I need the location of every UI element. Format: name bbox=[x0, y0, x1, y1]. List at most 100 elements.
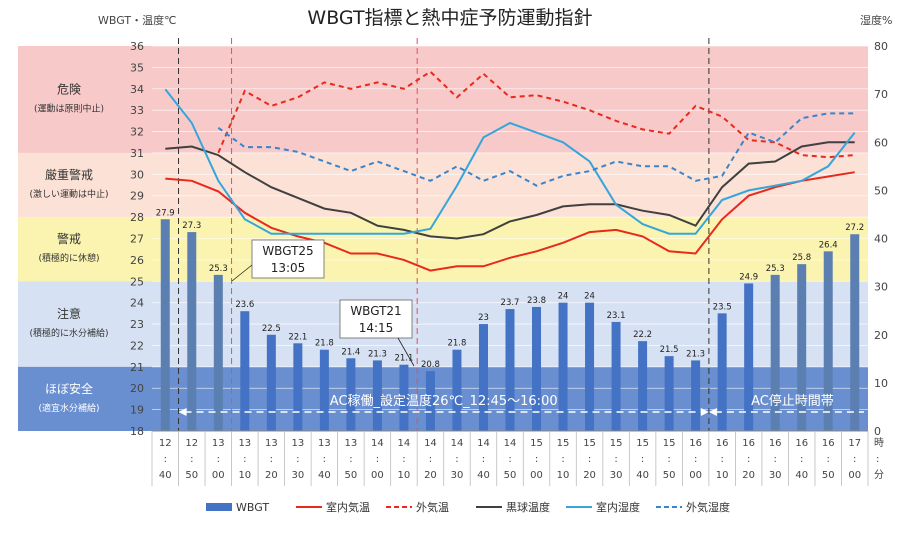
ac-on-label: AC稼働_設定温度26℃_12:45～16:00 bbox=[330, 393, 558, 409]
annotation-text: 13:05 bbox=[271, 261, 306, 275]
annotation-text: WBGT25 bbox=[262, 244, 313, 258]
wbgt-bars bbox=[160, 219, 860, 431]
x-tick-hour: 15 bbox=[530, 438, 543, 449]
axes: 18 19 20 21 22 23 24 25 26 27 28 29 30 31 32 33 34 35 36 0 1… bbox=[130, 40, 888, 486]
y-right-tick-label: 40 bbox=[874, 233, 888, 246]
x-tick-hour: 14 bbox=[504, 438, 517, 449]
x-tick-colon: : bbox=[296, 454, 299, 465]
legend-swatch bbox=[206, 503, 232, 511]
zone-label: ほぼ安全 bbox=[45, 381, 93, 396]
x-tick-hour: 13 bbox=[291, 438, 304, 449]
y-right-tick-label: 20 bbox=[874, 329, 888, 342]
x-tick-colon: : bbox=[853, 454, 856, 465]
wbgt-bar bbox=[240, 311, 250, 431]
y-right-tick-label: 60 bbox=[874, 136, 888, 149]
x-tick-minute: 50 bbox=[185, 470, 198, 481]
zone-label: 警戒 bbox=[57, 231, 81, 246]
wbgt-bar bbox=[558, 302, 568, 431]
bar-value-label: 21.8 bbox=[447, 339, 466, 349]
x-tick-hour: 12 bbox=[159, 438, 172, 449]
x-tick-hour: 15 bbox=[663, 438, 676, 449]
x-tick-minute: 30 bbox=[291, 470, 304, 481]
x-tick-minute: 30 bbox=[451, 470, 464, 481]
x-tick-colon: : bbox=[429, 454, 432, 465]
annotation-text: 14:15 bbox=[359, 321, 394, 335]
zone-labels: 危険 (運動は原則中止) 厳重警戒 (激しい運動は中止) 警戒 (積極的に休憩) 注意 (積極… bbox=[29, 82, 108, 413]
x-tick-minute: 50 bbox=[663, 470, 676, 481]
bar-value-label: 27.2 bbox=[845, 223, 864, 233]
y-right-tick-label: 30 bbox=[874, 281, 888, 294]
x-tick-minute: 40 bbox=[636, 470, 649, 481]
wbgt-bar bbox=[611, 321, 621, 431]
x-tick-colon: : bbox=[747, 454, 750, 465]
y-left-tick-label: 26 bbox=[130, 254, 144, 267]
x-tick-hour: 16 bbox=[822, 438, 835, 449]
ac-off-label: AC停止時間帯 bbox=[751, 393, 834, 409]
y-left-tick-label: 31 bbox=[130, 147, 144, 160]
y-left-tick-label: 24 bbox=[130, 297, 144, 310]
x-tick-colon: : bbox=[614, 454, 617, 465]
wbgt-bar bbox=[585, 302, 595, 431]
x-tick-hour: 15 bbox=[610, 438, 623, 449]
y-left-tick-label: 25 bbox=[130, 275, 144, 288]
bar-value-label: 24 bbox=[558, 292, 569, 302]
bar-value-label: 25.3 bbox=[766, 264, 785, 274]
y-right-tick-label: 0 bbox=[874, 425, 881, 438]
bar-value-label: 23.5 bbox=[713, 302, 732, 312]
wbgt-bar bbox=[850, 234, 860, 431]
y-left-tick-label: 22 bbox=[130, 339, 144, 352]
y-right-axis-label: 湿度% bbox=[860, 13, 892, 27]
wbgt-bar bbox=[505, 309, 515, 431]
legend-label: 室内湿度 bbox=[596, 500, 640, 514]
arrow-head bbox=[700, 408, 709, 416]
x-tick-colon: : bbox=[641, 454, 644, 465]
wbgt-bar bbox=[319, 349, 329, 431]
x-tick-colon: : bbox=[588, 454, 591, 465]
zone-label: 危険 bbox=[57, 82, 81, 96]
zone-label: 厳重警戒 bbox=[45, 167, 93, 182]
x-tick-minute: 50 bbox=[822, 470, 835, 481]
x-tick-hour: 16 bbox=[716, 438, 729, 449]
x-tick-colon: : bbox=[667, 454, 670, 465]
x-tick-colon: : bbox=[827, 454, 830, 465]
legend: WBGT 室内気温 外気温 黒球温度 室内湿度 外気湿度 bbox=[206, 500, 730, 514]
x-tick-hour: 14 bbox=[451, 438, 464, 449]
legend-label: WBGT bbox=[236, 501, 269, 514]
y-left-tick-label: 27 bbox=[130, 233, 144, 246]
x-tick-hour: 16 bbox=[769, 438, 782, 449]
x-tick-minute: 50 bbox=[345, 470, 358, 481]
x-tick-hour: 13 bbox=[265, 438, 278, 449]
zone-band bbox=[18, 152, 868, 218]
x-tick-colon: : bbox=[455, 454, 458, 465]
bar-value-label: 25.8 bbox=[792, 253, 811, 263]
wbgt-bar bbox=[717, 313, 727, 431]
bar-value-label: 21.4 bbox=[341, 347, 360, 357]
bar-value-label: 21.3 bbox=[368, 349, 387, 359]
wbgt-bar bbox=[797, 264, 807, 431]
x-tick-minute: 00 bbox=[689, 470, 702, 481]
y-left-tick-label: 29 bbox=[130, 190, 144, 203]
x-tick-colon: : bbox=[773, 454, 776, 465]
bar-value-label: 21.5 bbox=[660, 345, 679, 355]
x-tick-colon: : bbox=[402, 454, 405, 465]
legend-label: 外気温 bbox=[416, 500, 449, 514]
annotation-box bbox=[339, 299, 413, 339]
bar-value-label: 25.3 bbox=[209, 264, 228, 274]
x-tick-minute: 10 bbox=[716, 470, 729, 481]
x-tick-minute: 20 bbox=[424, 470, 437, 481]
y-right-tick-label: 50 bbox=[874, 184, 888, 197]
wbgt-bar bbox=[452, 349, 462, 431]
x-tick-minute: 10 bbox=[238, 470, 251, 481]
bar-value-label: 27.9 bbox=[156, 208, 175, 218]
zone-bands bbox=[18, 46, 868, 431]
x-tick-minute: 40 bbox=[477, 470, 490, 481]
x-tick-hour: 14 bbox=[398, 438, 411, 449]
y-left-tick-label: 33 bbox=[130, 104, 144, 117]
x-tick-minute: 50 bbox=[504, 470, 517, 481]
x-unit-colon: : bbox=[876, 454, 879, 465]
annotation-leader bbox=[231, 264, 253, 282]
bar-value-label: 23 bbox=[478, 313, 489, 323]
wbgt-bar bbox=[478, 324, 488, 431]
y-left-tick-label: 18 bbox=[130, 425, 144, 438]
